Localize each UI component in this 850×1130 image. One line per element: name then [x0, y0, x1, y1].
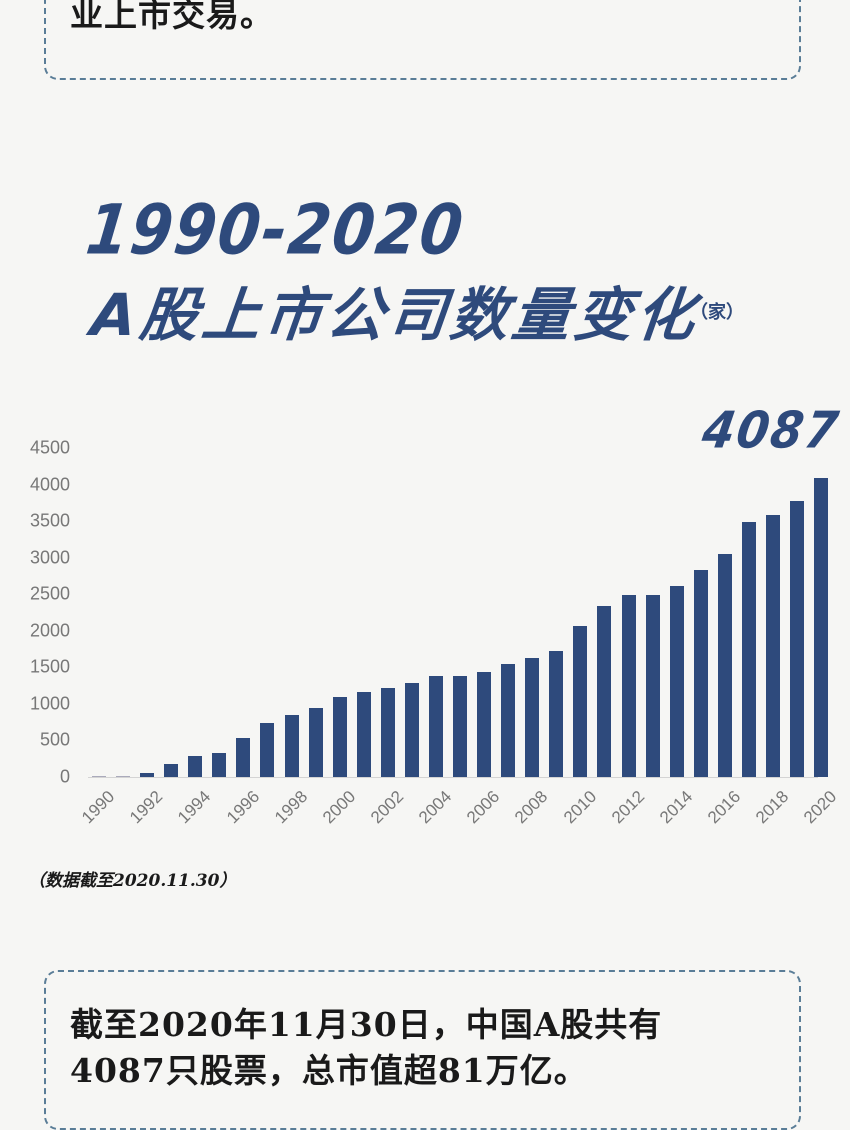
y-axis-tick: 3500: [29, 510, 70, 531]
bar-1991: [116, 775, 131, 777]
bar-1996: [236, 738, 251, 777]
data-source-note: （数据截至2020.11.30）: [28, 871, 237, 891]
bar-1994: [188, 755, 203, 777]
bar-1992: [140, 773, 155, 777]
bar-2004: [428, 676, 443, 777]
bar-2007: [501, 663, 516, 777]
x-axis-tick: 1992: [126, 787, 167, 828]
chart-title-unit: （家）: [690, 302, 744, 323]
x-axis-tick: 2018: [752, 787, 793, 828]
chart-title-years: 1990-2020: [82, 190, 469, 271]
y-axis-tick: 4500: [29, 437, 70, 458]
bar-2003: [404, 682, 419, 777]
chart-title-main: A股上市公司数量变化: [87, 281, 702, 349]
bar-1998: [284, 714, 299, 777]
bar-2017: [741, 522, 756, 777]
x-axis-tick: 2010: [559, 787, 600, 828]
y-axis-tick: 4000: [29, 474, 70, 495]
bar-2006: [477, 672, 492, 777]
x-axis-tick: 2016: [704, 787, 745, 828]
x-axis-tick: 1998: [270, 787, 311, 828]
bar-2009: [549, 651, 564, 777]
x-axis-tick: 2000: [318, 787, 360, 828]
summary-note-text: 截至2020年11月30日，中国A股共有 4087只股票，总市值超81万亿。: [70, 1002, 662, 1094]
bar-2013: [645, 595, 660, 777]
y-axis-tick: 500: [39, 729, 70, 750]
y-axis-tick: 2500: [29, 583, 70, 604]
x-axis-line: [88, 777, 818, 778]
bar-2002: [380, 687, 395, 777]
bar-2016: [717, 553, 732, 777]
x-axis-tick: 2020: [800, 787, 841, 828]
x-axis-tick: 2008: [511, 787, 552, 828]
bar-1993: [164, 763, 179, 777]
intro-note-box: 业上市交易。: [44, 0, 801, 80]
y-axis-tick: 0: [59, 766, 70, 787]
summary-note-box: 截至2020年11月30日，中国A股共有 4087只股票，总市值超81万亿。: [44, 970, 801, 1130]
y-axis-tick: 1000: [29, 693, 70, 714]
bar-1997: [260, 722, 275, 777]
bar-2001: [356, 692, 371, 777]
x-axis-tick: 1994: [174, 787, 215, 828]
bar-2012: [621, 594, 636, 777]
bar-2011: [597, 605, 612, 777]
x-axis-tick: 2012: [607, 787, 648, 828]
bar-2005: [453, 676, 468, 777]
bar-2000: [332, 697, 347, 777]
bar-2010: [573, 626, 588, 777]
x-axis-tick: 1996: [222, 787, 263, 828]
bar-2015: [693, 570, 708, 777]
y-axis-tick: 2000: [29, 620, 70, 641]
intro-note-text: 业上市交易。: [70, 0, 274, 34]
x-axis-tick: 1990: [78, 787, 119, 828]
x-axis-tick: 2006: [463, 787, 504, 828]
summary-line-2: 4087只股票，总市值超81万亿。: [70, 1051, 588, 1090]
bar-2020: [814, 478, 829, 777]
y-axis-tick: 3000: [29, 547, 70, 568]
x-axis-tick: 2014: [655, 787, 697, 828]
bar-1990: [92, 776, 106, 777]
summary-line-1: 截至2020年11月30日，中国A股共有: [70, 1005, 663, 1044]
bar-1999: [308, 707, 323, 777]
x-axis-tick: 2002: [367, 787, 408, 828]
bar-2008: [525, 658, 540, 777]
bar-chart: 0 500 1000 1500 2000 2500 3000 3500 4000 4500 1990…: [0, 400, 850, 860]
bar-2014: [669, 585, 684, 777]
bar-1995: [212, 753, 227, 777]
bar-2018: [765, 514, 780, 777]
y-axis-tick: 1500: [29, 656, 70, 677]
x-axis-tick: 2004: [415, 787, 456, 828]
bar-2019: [790, 500, 805, 777]
